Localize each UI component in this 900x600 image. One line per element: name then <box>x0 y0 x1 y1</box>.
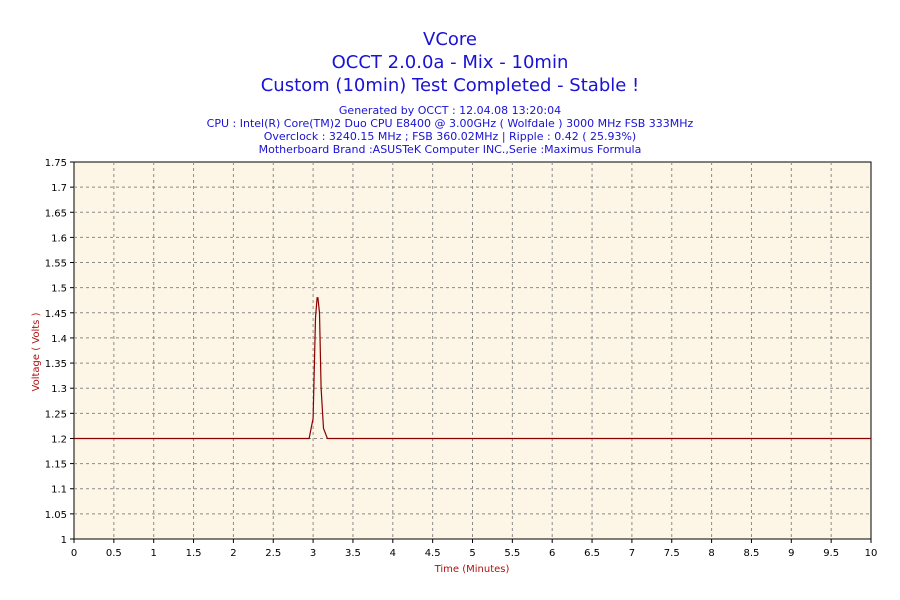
series-layer <box>74 297 871 440</box>
y-tick-label: 1.65 <box>45 208 67 219</box>
y-tick-label: 1.45 <box>45 309 67 320</box>
info-generated: Generated by OCCT : 12.04.08 13:20:04 <box>339 104 561 117</box>
y-tick-label: 1 <box>61 535 67 546</box>
x-tick-label: 3 <box>310 548 316 559</box>
y-tick-label: 1.15 <box>45 460 67 471</box>
y-tick-label: 1.25 <box>45 409 67 420</box>
x-tick-label: 6.5 <box>584 548 600 559</box>
x-tick-label: 2 <box>230 548 236 559</box>
info-motherboard: Motherboard Brand :ASUSTeK Computer INC.… <box>259 143 642 156</box>
x-tick-label: 9.5 <box>823 548 839 559</box>
y-tick-label: 1.55 <box>45 259 67 270</box>
x-tick-label: 1 <box>151 548 157 559</box>
x-tick-label: 1.5 <box>186 548 202 559</box>
x-tick-label: 5.5 <box>504 548 520 559</box>
series-line-vcore <box>74 297 871 440</box>
axis-ticks: 0 0.5 1 1.5 2 2.5 3 3.5 4 4.5 5 5.5 6 6.5 7 7.5 8 8.5 9 9.5… <box>45 158 878 559</box>
x-tick-label: 0.5 <box>106 548 122 559</box>
info-overclock: Overclock : 3240.15 MHz ; FSB 360.02MHz … <box>264 130 636 143</box>
x-tick-label: 7 <box>629 548 635 559</box>
x-axis-label: Time (Minutes) <box>434 564 510 575</box>
grid <box>74 162 871 539</box>
y-tick-label: 1.5 <box>51 284 67 295</box>
x-tick-label: 6 <box>549 548 555 559</box>
y-tick-label: 1.1 <box>51 485 67 496</box>
x-tick-label: 10 <box>865 548 878 559</box>
x-tick-label: 4.5 <box>425 548 441 559</box>
x-tick-label: 4 <box>390 548 396 559</box>
y-tick-label: 1.05 <box>45 510 67 521</box>
y-tick-label: 1.3 <box>51 384 67 395</box>
info-cpu: CPU : Intel(R) Core(TM)2 Duo CPU E8400 @… <box>207 117 694 130</box>
chart-subtitle-test: OCCT 2.0.0a - Mix - 10min <box>332 52 569 73</box>
x-tick-label: 8 <box>708 548 714 559</box>
x-tick-label: 7.5 <box>664 548 680 559</box>
y-tick-label: 1.6 <box>51 233 67 244</box>
x-tick-label: 8.5 <box>743 548 759 559</box>
x-tick-label: 3.5 <box>345 548 361 559</box>
y-axis-label: Voltage ( Volts ) <box>31 312 42 391</box>
x-tick-label: 9 <box>788 548 794 559</box>
y-tick-label: 1.35 <box>45 359 67 370</box>
x-tick-label: 2.5 <box>265 548 281 559</box>
x-tick-label: 5 <box>469 548 475 559</box>
y-tick-label: 1.4 <box>51 334 67 345</box>
y-tick-label: 1.7 <box>51 183 67 194</box>
x-tick-label: 0 <box>71 548 77 559</box>
chart-title: VCore <box>423 29 477 50</box>
y-tick-label: 1.2 <box>51 434 67 445</box>
y-tick-label: 1.75 <box>45 158 67 169</box>
chart-subtitle-status: Custom (10min) Test Completed - Stable ! <box>261 75 640 96</box>
